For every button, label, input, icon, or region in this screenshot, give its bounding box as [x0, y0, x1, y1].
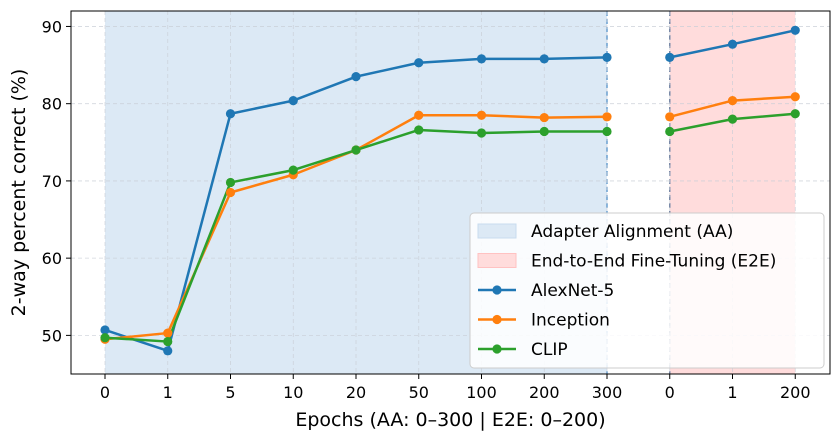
data-point-inception — [727, 95, 738, 106]
plot-frame — [70, 10, 831, 375]
x-tick-label: 20 — [346, 383, 366, 402]
legend-swatch-marker — [492, 344, 502, 354]
data-point-clip — [163, 336, 173, 347]
y-axis-title: 2-way percent correct (%) — [8, 69, 30, 317]
x-tick-label: 100 — [466, 383, 497, 402]
data-point-inception — [665, 112, 675, 122]
x-tick-label: 0 — [100, 383, 110, 402]
data-point-clip — [539, 126, 549, 137]
legend: Adapter Alignment (AA) End-to-End Fine-Tu… — [469, 212, 825, 369]
y-tick-label: 70 — [42, 172, 62, 191]
data-point-clip — [476, 128, 487, 138]
data-point-inception — [225, 187, 236, 198]
data-point-clip — [602, 126, 612, 137]
x-tick-label: 10 — [283, 383, 303, 402]
y-tick-label: 90 — [42, 17, 62, 36]
legend-swatch-phase — [477, 253, 517, 268]
data-point-clip — [414, 125, 424, 135]
data-point-inception — [414, 110, 424, 120]
data-point-alexnet-5 — [476, 54, 487, 64]
data-point-inception — [790, 92, 800, 102]
data-point-inception — [163, 328, 173, 338]
data-point-alexnet-5 — [351, 72, 361, 82]
legend-swatch-phase — [477, 223, 517, 239]
data-point-clip — [665, 126, 675, 137]
x-tick-label: 0 — [665, 383, 675, 402]
x-tick-label: 1 — [727, 383, 737, 402]
data-point-alexnet-5 — [414, 58, 424, 68]
data-point-clip — [100, 333, 110, 343]
legend-swatch-marker — [492, 285, 502, 295]
legend-label: End-to-End Fine-Tuning (E2E) — [531, 252, 776, 272]
data-point-alexnet-5 — [163, 346, 173, 356]
y-tick-label: 60 — [42, 249, 62, 268]
legend-label: Adapter Alignment (AA) — [531, 222, 733, 242]
data-point-clip — [790, 109, 800, 119]
data-point-inception — [602, 112, 612, 122]
x-axis-title: Epochs (AA: 0–300 | E2E: 0–200) — [295, 409, 605, 431]
data-point-clip — [225, 177, 236, 188]
legend-swatch-marker — [492, 314, 502, 325]
data-point-clip — [288, 165, 298, 175]
data-point-alexnet-5 — [665, 52, 675, 62]
legend-label: Inception — [531, 311, 610, 331]
series-lines — [100, 25, 800, 356]
data-point-inception — [476, 110, 487, 120]
data-point-clip — [727, 114, 738, 124]
data-point-alexnet-5 — [602, 52, 612, 62]
legend-label: CLIP — [531, 340, 568, 360]
data-point-alexnet-5 — [100, 325, 110, 335]
data-point-alexnet-5 — [288, 95, 298, 106]
data-point-alexnet-5 — [790, 25, 800, 35]
data-point-alexnet-5 — [539, 54, 549, 64]
x-tick-label: 300 — [592, 383, 623, 402]
legend-box — [469, 212, 825, 369]
y-tick-label: 50 — [42, 326, 62, 345]
data-point-clip — [351, 145, 361, 155]
y-tick-label: 80 — [42, 95, 62, 114]
x-tick-label: 200 — [780, 383, 811, 402]
x-tick-label: 1 — [163, 383, 173, 402]
data-point-inception — [539, 112, 549, 123]
x-tick-label: 50 — [409, 383, 429, 402]
data-point-alexnet-5 — [225, 109, 236, 119]
data-point-alexnet-5 — [727, 39, 738, 49]
x-tick-label: 5 — [225, 383, 235, 402]
axes: 50 60 70 80 90 0 1 5 10 20 50 100 200 300 0 1 200 — [42, 17, 811, 402]
x-tick-label: 200 — [529, 383, 560, 402]
legend-label: AlexNet-5 — [531, 281, 614, 301]
